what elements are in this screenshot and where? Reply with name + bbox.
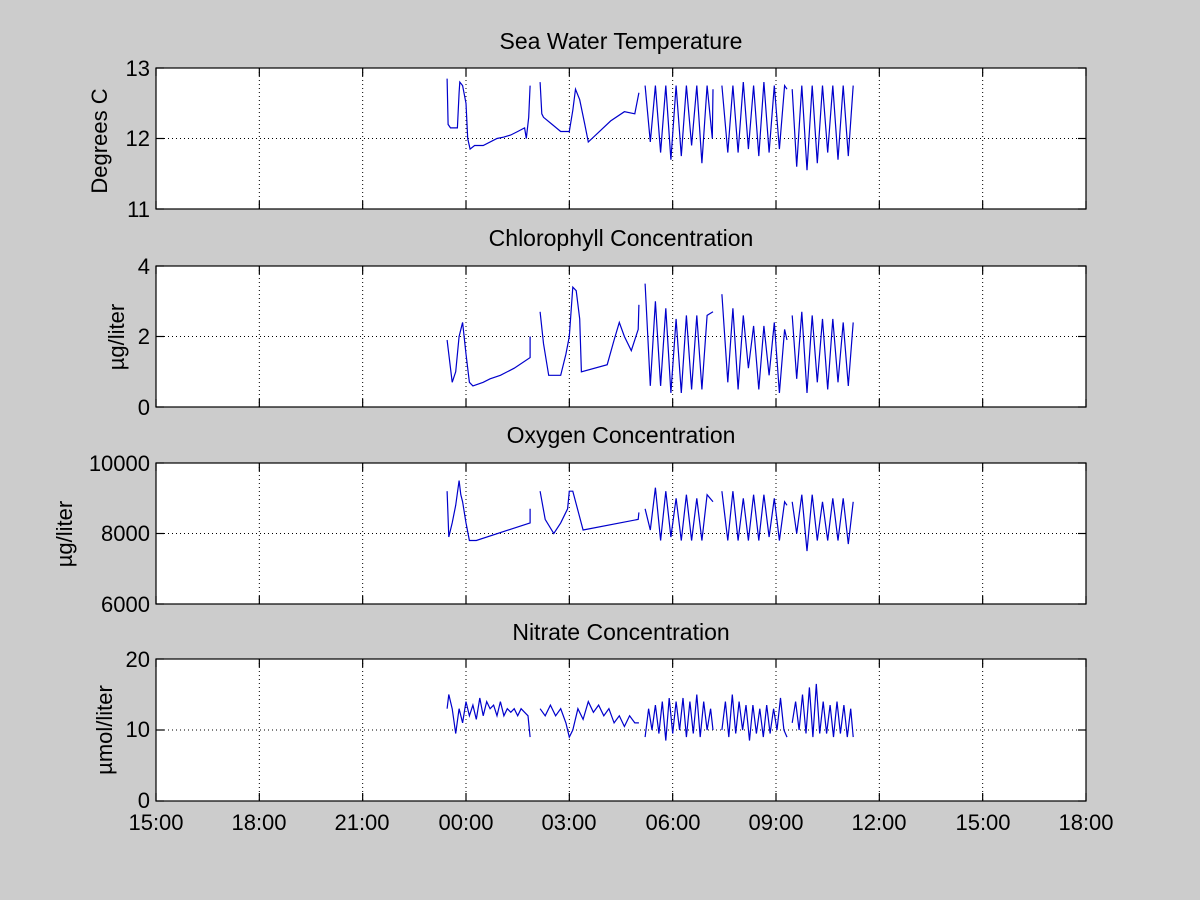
- data-series-line: [446, 322, 531, 387]
- xtick-label: 00:00: [438, 810, 494, 835]
- xtick-label: 03:00: [541, 810, 597, 835]
- xtick-label: 15:00: [128, 810, 184, 835]
- data-series-line: [644, 694, 714, 741]
- data-series-line: [539, 699, 639, 739]
- data-series-line: [721, 294, 788, 393]
- xtick-label: 18:00: [231, 810, 287, 835]
- nitrate-ytick-mid: 10: [125, 717, 150, 742]
- xtick-label: 15:00: [955, 810, 1011, 835]
- axes-frame: [155, 462, 1087, 605]
- nitrate-title: Nitrate Concentration: [512, 619, 730, 645]
- chlorophyll-ytick-max: 4: [137, 254, 150, 279]
- oxygen-ytick-max: 10000: [88, 451, 150, 476]
- oxygen-title: Oxygen Concentration: [506, 422, 736, 448]
- data-series-line: [791, 85, 854, 171]
- nitrate-ytick-min: 0: [137, 788, 150, 813]
- axes-frame: [155, 67, 1087, 210]
- xtick-label: 18:00: [1058, 810, 1114, 835]
- axes-frame: [155, 265, 1087, 408]
- xtick-label: 12:00: [851, 810, 907, 835]
- temperature-title: Sea Water Temperature: [499, 28, 743, 54]
- data-series-line: [721, 491, 788, 541]
- data-series-line: [446, 694, 531, 738]
- temperature-ytick-mid: 12: [125, 126, 150, 151]
- xtick-label: 21:00: [334, 810, 390, 835]
- oxygen-ytick-min: 6000: [101, 592, 150, 617]
- data-series-line: [539, 490, 640, 535]
- temperature-ytick-max: 13: [125, 56, 150, 81]
- temperature-ytick-min: 11: [127, 197, 150, 222]
- data-series-line: [721, 82, 788, 157]
- data-series-line: [539, 285, 640, 376]
- xtick-label: 06:00: [645, 810, 701, 835]
- xtick-label: 09:00: [748, 810, 804, 835]
- data-series-line: [791, 311, 854, 393]
- chlorophyll-title: Chlorophyll Concentration: [488, 225, 754, 251]
- data-series-line: [446, 480, 531, 542]
- data-series-line: [644, 487, 714, 541]
- data-series-line: [539, 82, 640, 144]
- axes-frame: [155, 658, 1087, 802]
- data-series-line: [791, 683, 854, 738]
- data-series-line: [791, 494, 854, 552]
- data-series-line: [644, 283, 714, 393]
- oxygen-ytick-mid: 8000: [101, 521, 150, 546]
- data-series-line: [721, 694, 788, 741]
- nitrate-ytick-max: 20: [125, 647, 150, 672]
- chlorophyll-ytick-min: 0: [137, 395, 150, 420]
- data-series-line: [446, 78, 531, 151]
- chlorophyll-ytick-mid: 2: [137, 324, 150, 349]
- data-series-line: [644, 85, 714, 164]
